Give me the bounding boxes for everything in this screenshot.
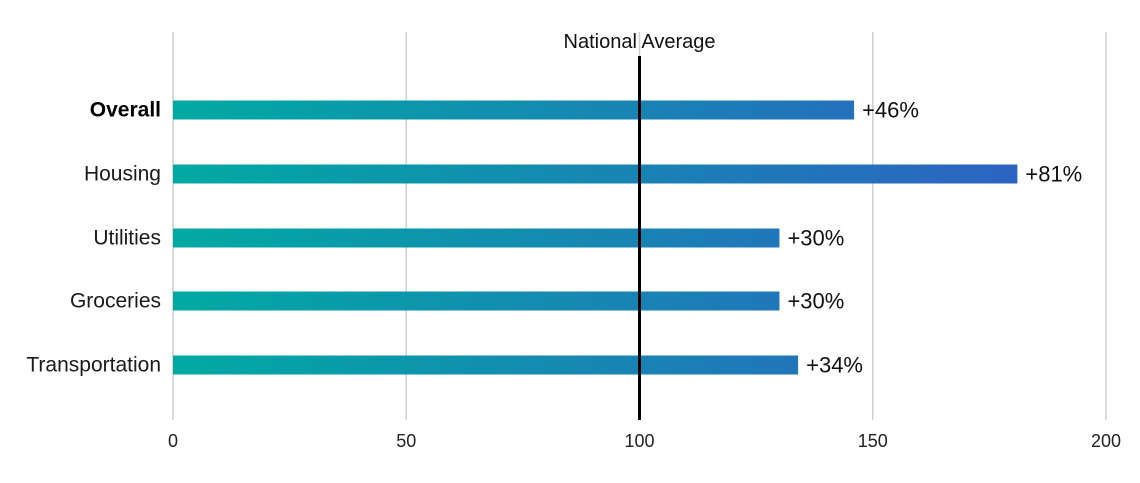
bar-groceries [173, 291, 780, 311]
x-tick-label: 50 [396, 431, 416, 451]
value-label-overall: +46% [862, 98, 919, 123]
labels: Overall +46% Housing +81% Utilities +30% Groce… [26, 98, 1082, 378]
x-tick-label: 150 [858, 431, 888, 451]
category-label-groceries: Groceries [70, 290, 161, 313]
bar-transportation [173, 355, 799, 375]
x-axis-ticks: 0 50 100 150 200 [168, 431, 1121, 451]
bar-overall [173, 100, 855, 120]
category-label-transportation: Transportation [26, 354, 161, 377]
bars [173, 100, 1018, 375]
value-label-transportation: +34% [806, 353, 863, 378]
bar-utilities [173, 228, 780, 248]
category-label-housing: Housing [84, 163, 161, 186]
value-label-groceries: +30% [787, 289, 844, 314]
reference-line-group: National Average [564, 31, 716, 420]
value-label-housing: +81% [1025, 162, 1082, 187]
x-tick-label: 100 [624, 431, 654, 451]
category-label-overall: Overall [90, 99, 161, 122]
value-label-utilities: +30% [787, 226, 844, 251]
bar-housing [173, 164, 1018, 184]
reference-line-label: National Average [564, 31, 716, 53]
category-label-utilities: Utilities [93, 227, 161, 250]
x-tick-label: 200 [1091, 431, 1121, 451]
x-tick-label: 0 [168, 431, 178, 451]
